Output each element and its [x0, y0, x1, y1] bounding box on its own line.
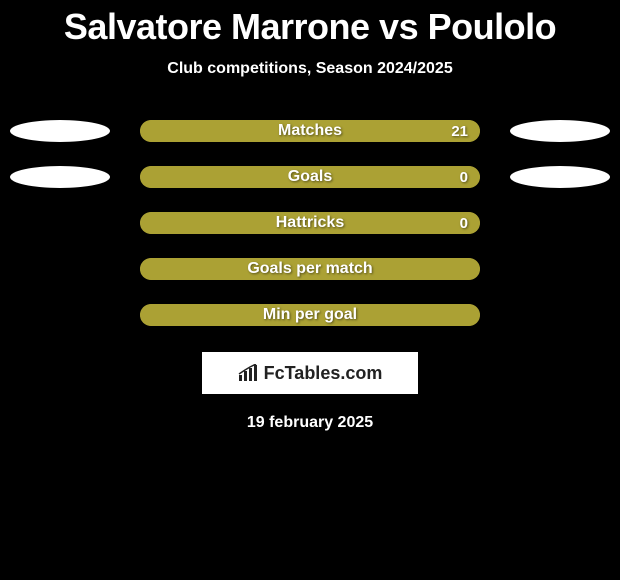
- stat-row: Min per goal: [0, 304, 620, 326]
- logo: FcTables.com: [238, 363, 383, 384]
- stat-bar: Goals per match: [140, 258, 480, 280]
- page-title: Salvatore Marrone vs Poulolo: [0, 0, 620, 48]
- stat-label: Goals: [288, 168, 332, 186]
- stat-bar: Matches 21: [140, 120, 480, 142]
- stat-bar: Goals 0: [140, 166, 480, 188]
- player-left-ellipse: [10, 120, 110, 142]
- stats-bars: Matches 21 Goals 0 Hattricks 0 Goals per match…: [0, 120, 620, 326]
- stat-label: Hattricks: [276, 214, 344, 232]
- logo-box: FcTables.com: [202, 352, 418, 394]
- stat-value: 0: [460, 215, 468, 232]
- player-right-ellipse: [510, 166, 610, 188]
- date-text: 19 february 2025: [0, 414, 620, 432]
- stat-row: Hattricks 0: [0, 212, 620, 234]
- stat-label: Matches: [278, 122, 342, 140]
- barchart-icon: [238, 364, 260, 382]
- stat-bar: Hattricks 0: [140, 212, 480, 234]
- stat-row: Matches 21: [0, 120, 620, 142]
- stat-row: Goals 0: [0, 166, 620, 188]
- page-subtitle: Club competitions, Season 2024/2025: [0, 60, 620, 78]
- stat-row: Goals per match: [0, 258, 620, 280]
- player-right-ellipse: [510, 120, 610, 142]
- player-left-ellipse: [10, 166, 110, 188]
- stat-label: Goals per match: [247, 260, 372, 278]
- stat-label: Min per goal: [263, 306, 357, 324]
- stat-bar: Min per goal: [140, 304, 480, 326]
- logo-text: FcTables.com: [264, 363, 383, 384]
- stat-value: 0: [460, 169, 468, 186]
- stat-value: 21: [451, 123, 468, 140]
